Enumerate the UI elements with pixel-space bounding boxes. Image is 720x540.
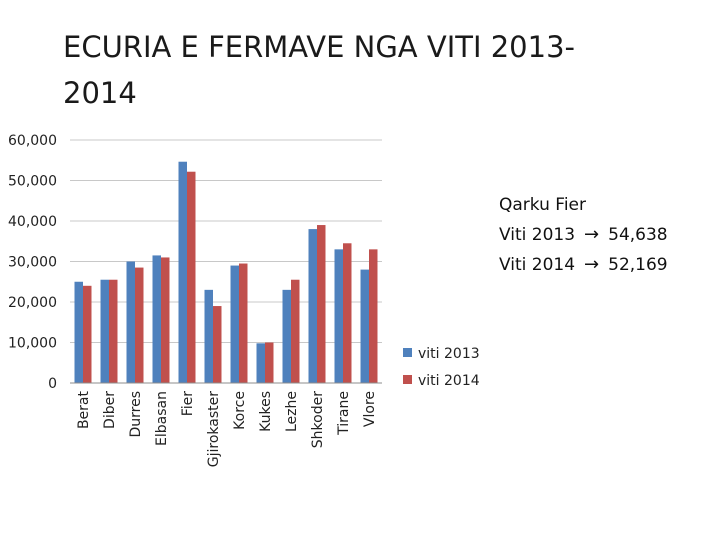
- fier-summary: Qarku Fier Viti 2013 → 54,638 Viti 2014 → 52…: [499, 190, 668, 280]
- y-tick-label: 60,000: [8, 133, 57, 149]
- summary-line-2014: Viti 2014 → 52,169: [499, 250, 668, 280]
- arrow-right-icon: →: [584, 254, 600, 275]
- bar-viti-2014-tirane: [343, 243, 352, 383]
- bar-viti-2014-elbasan: [161, 257, 170, 383]
- legend-swatch: [403, 348, 412, 357]
- bar-viti-2014-lezhe: [291, 279, 300, 383]
- x-tick-label: Diber: [102, 391, 118, 429]
- x-tick-label: Berat: [76, 390, 92, 429]
- y-tick-label: 30,000: [8, 255, 57, 271]
- bar-viti-2013-fier: [178, 161, 187, 383]
- bar-viti-2013-elbasan: [152, 255, 161, 383]
- legend: viti 2013 viti 2014: [403, 346, 480, 389]
- x-tick-label: Shkoder: [310, 391, 326, 448]
- bar-viti-2013-kukes: [256, 343, 265, 383]
- bar-viti-2013-gjirokaster: [204, 289, 213, 383]
- legend-label: viti 2013: [418, 346, 480, 362]
- x-tick-label: Fier: [180, 391, 196, 417]
- bar-viti-2013-durres: [126, 261, 135, 383]
- bar-viti-2013-diber: [100, 279, 109, 383]
- y-tick-label: 0: [48, 376, 57, 392]
- bar-viti-2014-berat: [83, 285, 92, 383]
- arrow-right-icon: →: [584, 224, 600, 245]
- bar-viti-2014-gjirokaster: [213, 306, 222, 383]
- summary-label: Viti 2013: [499, 225, 576, 245]
- bar-viti-2014-vlore: [369, 249, 378, 383]
- x-axis-ticks: Berat Diber Durres Elbasan Fier Gjirokaster Ko…: [76, 390, 378, 467]
- x-tick-label: Gjirokaster: [206, 391, 222, 467]
- summary-value: 52,169: [608, 255, 668, 275]
- y-tick-label: 40,000: [8, 214, 57, 230]
- legend-swatch: [403, 375, 412, 384]
- summary-line-2013: Viti 2013 → 54,638: [499, 220, 668, 250]
- bar-viti-2014-korce: [239, 263, 248, 383]
- x-tick-label: Kukes: [258, 391, 274, 432]
- bar-viti-2013-berat: [74, 281, 83, 383]
- bar-viti-2013-vlore: [360, 269, 369, 383]
- bar-viti-2013-shkoder: [308, 229, 317, 383]
- y-tick-label: 50,000: [8, 174, 57, 190]
- x-tick-label: Elbasan: [154, 391, 170, 446]
- x-tick-label: Vlore: [362, 391, 378, 427]
- summary-label: Viti 2014: [499, 255, 576, 275]
- x-tick-label: Durres: [128, 391, 144, 438]
- x-tick-label: Lezhe: [284, 391, 300, 432]
- legend-label: viti 2014: [418, 373, 480, 389]
- summary-value: 54,638: [608, 225, 668, 245]
- bar-viti-2013-lezhe: [282, 289, 291, 383]
- y-axis-ticks: 0 10,000 20,000 30,000 40,000 50,000 60,000: [8, 133, 57, 392]
- bar-viti-2013-tirane: [334, 249, 343, 383]
- bars: [74, 161, 378, 383]
- bar-viti-2014-diber: [109, 279, 118, 383]
- bar-viti-2014-fier: [187, 171, 196, 383]
- bar-viti-2014-shkoder: [317, 225, 326, 383]
- x-tick-label: Tirane: [336, 391, 352, 436]
- bar-viti-2013-korce: [230, 265, 239, 383]
- gridlines: [70, 139, 382, 343]
- bar-chart: 0 10,000 20,000 30,000 40,000 50,000 60,000 Be…: [8, 133, 480, 467]
- y-tick-label: 10,000: [8, 336, 57, 352]
- bar-viti-2014-durres: [135, 267, 144, 383]
- bar-viti-2014-kukes: [265, 342, 274, 383]
- y-tick-label: 20,000: [8, 295, 57, 311]
- x-tick-label: Korce: [232, 391, 248, 430]
- page-title: ECURIA E FERMAVE NGA VITI 2013-2014: [63, 30, 576, 110]
- summary-heading: Qarku Fier: [499, 195, 587, 215]
